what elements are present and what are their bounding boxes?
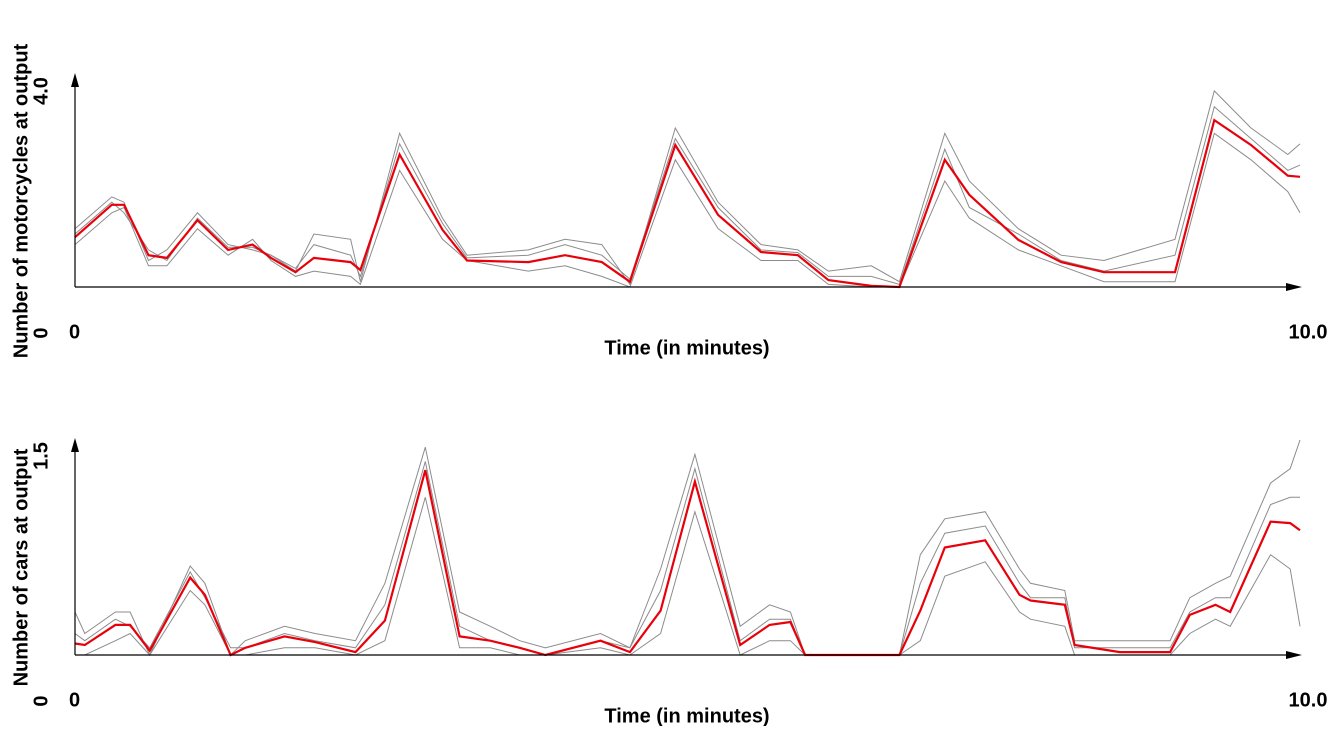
x-tick-label: 10.0 [1289, 689, 1328, 711]
series-line [74, 118, 1301, 289]
series-line [75, 497, 1301, 656]
x-tick-label: 0 [69, 321, 80, 343]
x-tick-label: 0 [69, 689, 80, 711]
x-tick-label: 10.0 [1289, 321, 1328, 343]
series-line [74, 461, 1300, 656]
y-axis-arrow [71, 73, 79, 87]
series-line [74, 469, 1301, 657]
y-axis-label: Number of cars at output [10, 448, 32, 686]
series-line [74, 105, 1301, 286]
y-tick-label: 1.5 [30, 442, 52, 470]
y-tick-label: 0 [30, 695, 52, 706]
x-axis-label: Time (in minutes) [604, 705, 769, 726]
y-tick-label: 4.0 [30, 77, 52, 105]
y-axis-label: Number of motorcycles at output [10, 43, 32, 358]
y-axis-arrow [71, 438, 79, 452]
y-tick-label: 0 [30, 327, 52, 338]
series-line [74, 439, 1301, 657]
x-axis-label: Time (in minutes) [604, 337, 769, 359]
x-axis-arrow [1286, 283, 1302, 291]
x-axis-arrow [1286, 651, 1302, 659]
series-line [74, 89, 1301, 286]
series-line [74, 132, 1301, 288]
